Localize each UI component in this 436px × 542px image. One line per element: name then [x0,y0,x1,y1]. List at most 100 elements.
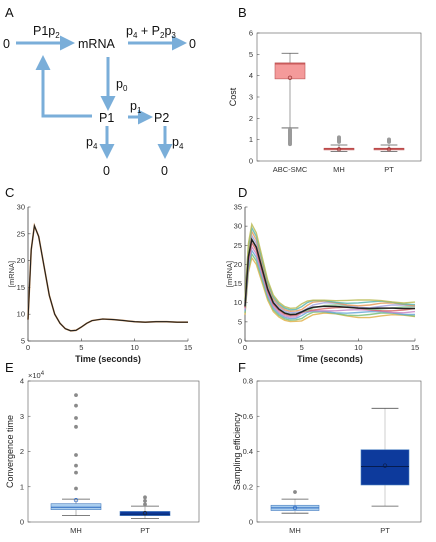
panel-a: A 0 mRNA 0 P1 P2 0 0 P1p2 p4 + P2p3 p0 p… [3,5,196,178]
outlier-point [74,470,78,475]
panel-label-a: A [5,5,14,20]
y-axis-label: Convergence time [5,415,15,488]
panel-label-b: B [238,5,247,20]
x-tick-label: ABC-SMC [273,165,308,174]
ensemble-trace [244,229,416,313]
y-tick-label: 3 [20,412,24,421]
rate-p1-sub: 1 [137,106,142,115]
y-axis-exponent: ×104 [28,371,45,380]
mean-marker [73,497,79,503]
y-tick-label: 0.8 [243,377,253,386]
x-tick-label: 5 [300,343,304,352]
y-tick-label: 2 [249,114,253,123]
exponent-power: 4 [41,371,45,377]
mrna-trace [27,223,188,332]
rate-p0-sub: 0 [123,84,128,93]
outlier-point [74,486,78,491]
ensemble-trace [244,225,416,311]
rate-p1-main: p [130,99,137,113]
y-tick-label: 20 [234,260,242,269]
x-axis-label: Time (seconds) [297,354,363,364]
node-p1: P1 [99,111,114,125]
y-tick-label: 25 [234,241,242,250]
outlier-point [143,502,147,507]
convergence-boxplot: 0 1 2 3 4 Convergence time MH PT ×104 [5,371,200,535]
y-tick-label: 35 [234,203,242,212]
x-tick-label: 5 [79,343,83,352]
node-sink-p2: 0 [161,164,168,178]
y-tick-label: 3 [249,93,253,102]
x-tick-label: MH [70,526,82,535]
x-tick-label: PT [140,526,150,535]
outlier-cluster [288,127,292,147]
rate-p4-left-sub: 4 [93,142,98,151]
y-tick-label: 1 [20,482,24,491]
y-tick-label: 0 [20,518,24,527]
y-tick-label: 0.6 [243,412,253,421]
rate-p4-right-sub: 4 [179,142,184,151]
y-tick-label: 2 [20,447,24,456]
box-mh [50,503,102,510]
ensemble-trace [244,248,416,320]
mrna-trace-mean [244,237,415,316]
trace-shadow [27,222,188,332]
rate-deg-plus: + P [137,24,160,38]
panel-f: F 0 0.2 0.4 0.6 0.8 Sampling efficiency MH PT [232,360,422,535]
x-tick-label: MH [333,165,345,174]
y-tick-label: 4 [20,377,24,386]
plot-frame [27,380,200,523]
outlier-point [74,424,78,429]
mean-marker [287,75,293,80]
y-tick-label: 0.2 [243,482,253,491]
x-tick-label: 10 [130,343,138,352]
node-sink-right: 0 [189,37,196,51]
y-tick-label: 1 [249,135,253,144]
x-tick-label: MH [289,526,301,535]
y-tick-label: 5 [21,337,25,346]
rate-p4-right-main: p [172,135,179,149]
y-tick-label: 0 [249,518,253,527]
arrow-p1-feedback [35,55,92,118]
rate-production-sub: 2 [55,31,60,40]
y-axis-label: [mRNA] [7,261,16,287]
y-tick-label: 5 [238,317,242,326]
x-axis-label: Time (seconds) [75,354,141,364]
outlier-point [74,416,78,420]
y-tick-label: 0.4 [243,447,253,456]
x-tick-label: 15 [184,343,192,352]
outlier-cluster [337,135,341,144]
y-axis-label: Cost [228,87,238,106]
rate-translation: p0 [116,77,128,93]
rate-deg-p4: p [126,24,133,38]
efficiency-boxplot: 0 0.2 0.4 0.6 0.8 Sampling efficiency MH PT [232,377,422,535]
mean-marker [142,511,148,516]
y-tick-label: 10 [17,310,25,319]
y-tick-label: 15 [17,283,25,292]
mean-marker [292,505,298,511]
ensemble-trace [244,222,416,310]
mean-marker [382,463,388,468]
mean-marker [336,147,342,152]
y-tick-label: 5 [249,50,253,59]
y-tick-label: 30 [17,203,25,212]
y-axis-label: Sampling efficiency [232,412,242,490]
outlier-point [74,393,78,397]
x-tick-label: 15 [411,343,419,352]
rate-deg-p: p [164,24,171,38]
panel-label-f: F [238,360,246,375]
rate-production-main: P1p [33,24,55,38]
cost-boxplot: 0 1 2 3 4 5 6 Cost ABC-SMC MH PT [228,29,422,174]
rate-mrna-degradation: p4 + P2p3 [126,24,176,40]
node-source-left: 0 [3,37,10,51]
y-tick-label: 30 [234,222,242,231]
x-tick-label: PT [380,526,390,535]
mean-marker [386,147,392,152]
x-tick-label: PT [384,165,394,174]
outlier-cluster [387,137,391,144]
